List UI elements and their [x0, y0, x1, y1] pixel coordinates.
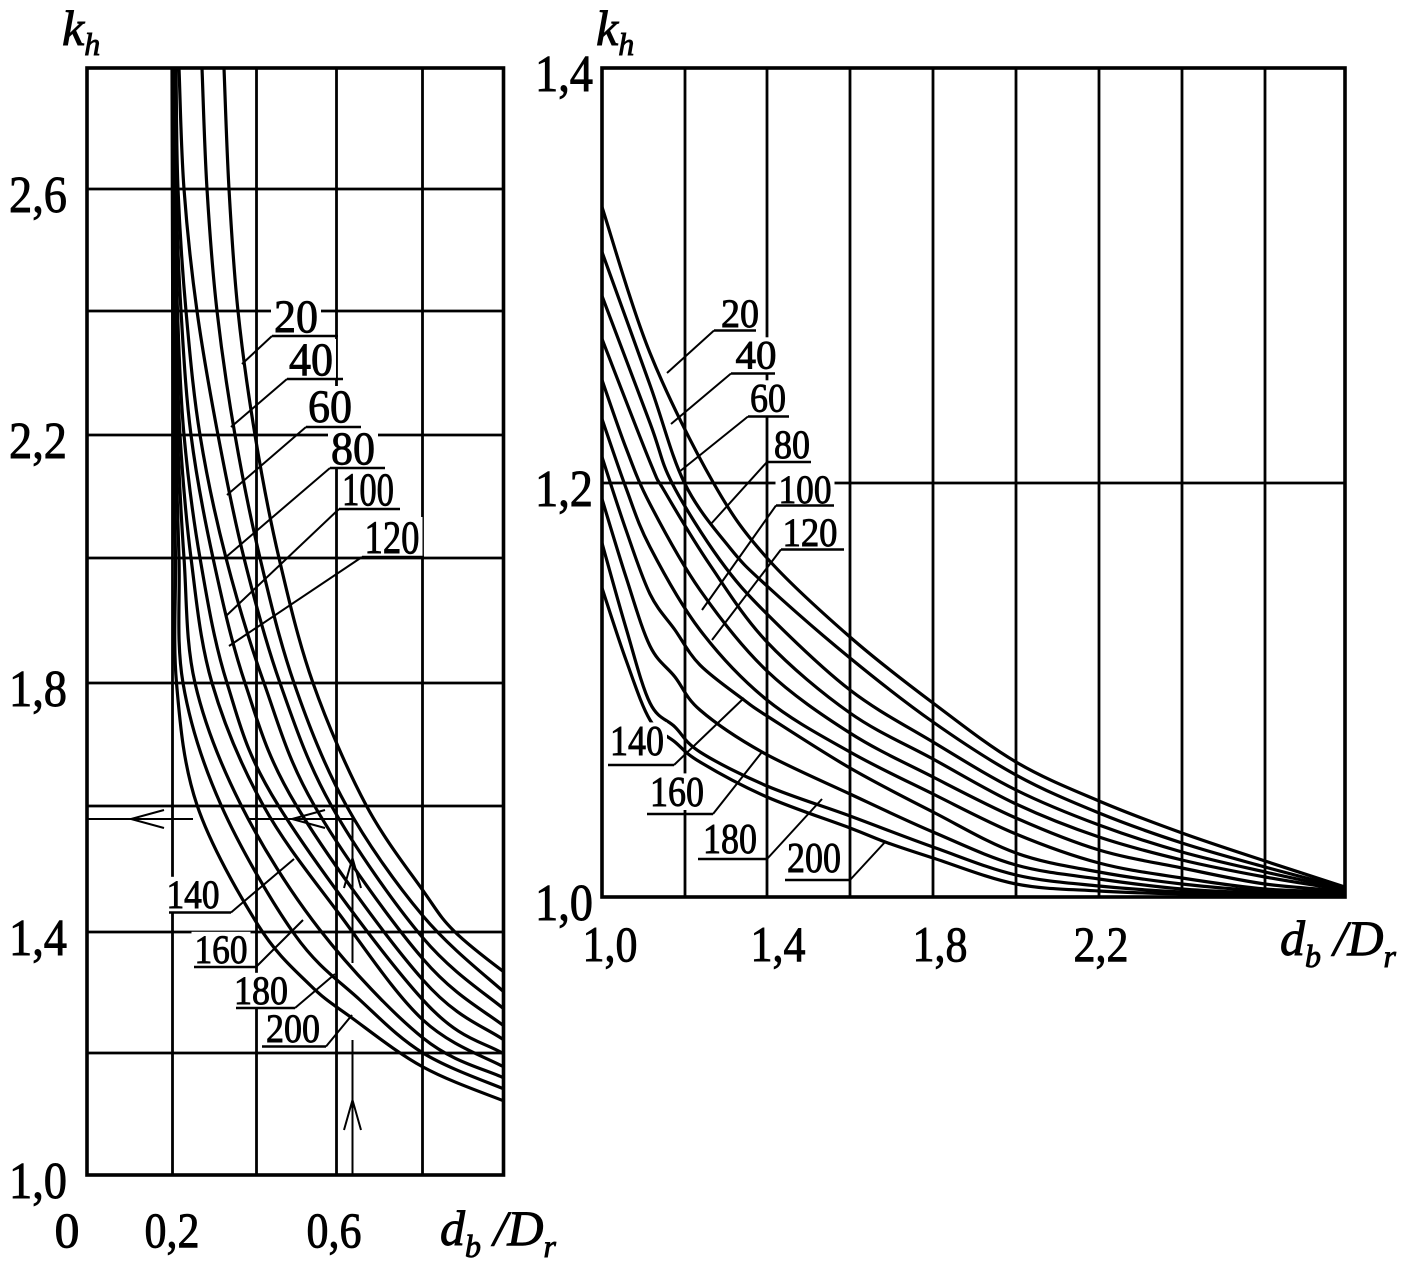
svg-text:160: 160 — [650, 770, 704, 816]
svg-text:100: 100 — [342, 464, 394, 516]
svg-text:1,4: 1,4 — [751, 916, 806, 972]
svg-text:60: 60 — [308, 381, 352, 433]
svg-text:180: 180 — [234, 968, 288, 1013]
svg-text:1,4: 1,4 — [9, 910, 67, 967]
svg-text:0,6: 0,6 — [307, 1202, 362, 1258]
svg-text:120: 120 — [365, 512, 420, 564]
svg-text:80: 80 — [331, 423, 375, 475]
svg-text:1,0: 1,0 — [9, 1153, 67, 1210]
svg-text:0,2: 0,2 — [145, 1202, 200, 1258]
svg-text:20: 20 — [721, 291, 759, 336]
svg-text:20: 20 — [274, 291, 318, 343]
svg-text:1,0: 1,0 — [583, 916, 638, 972]
svg-text:40: 40 — [289, 334, 333, 386]
svg-text:1,8: 1,8 — [913, 916, 968, 972]
svg-text:40: 40 — [736, 333, 777, 378]
svg-text:140: 140 — [167, 872, 220, 917]
svg-text:db /Dr: db /Dr — [440, 1200, 557, 1264]
svg-text:80: 80 — [774, 422, 810, 467]
svg-text:140: 140 — [610, 719, 664, 765]
svg-text:2,6: 2,6 — [9, 167, 67, 224]
svg-text:180: 180 — [703, 817, 757, 863]
svg-text:60: 60 — [750, 376, 786, 421]
svg-text:1,0: 1,0 — [535, 875, 593, 932]
svg-text:2,2: 2,2 — [9, 413, 67, 470]
svg-text:0: 0 — [55, 1202, 80, 1258]
svg-text:160: 160 — [195, 927, 248, 972]
svg-text:120: 120 — [783, 510, 838, 555]
svg-text:db /Dr: db /Dr — [1280, 910, 1397, 974]
svg-text:200: 200 — [787, 836, 841, 882]
svg-text:2,2: 2,2 — [1074, 916, 1129, 972]
svg-text:200: 200 — [266, 1006, 320, 1051]
svg-text:1,2: 1,2 — [535, 461, 593, 518]
svg-text:1,4: 1,4 — [535, 46, 593, 103]
svg-text:1,8: 1,8 — [9, 661, 67, 718]
